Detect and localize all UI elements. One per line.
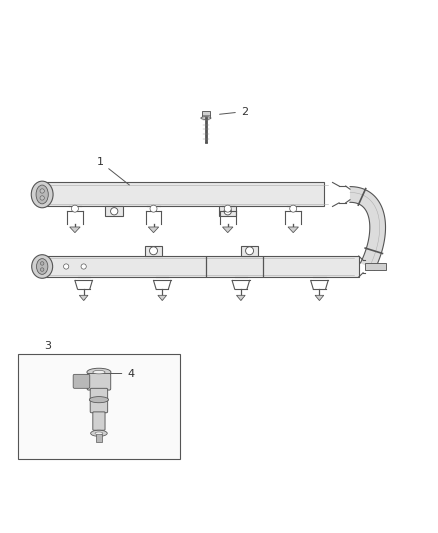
Ellipse shape xyxy=(89,397,109,403)
Ellipse shape xyxy=(93,370,105,374)
Polygon shape xyxy=(315,295,324,301)
FancyBboxPatch shape xyxy=(90,389,108,413)
Circle shape xyxy=(71,205,78,212)
Circle shape xyxy=(81,264,86,269)
Ellipse shape xyxy=(36,259,48,274)
Ellipse shape xyxy=(201,117,211,119)
Circle shape xyxy=(150,205,157,212)
FancyBboxPatch shape xyxy=(365,263,386,270)
Text: 1: 1 xyxy=(97,157,130,185)
Polygon shape xyxy=(70,227,80,233)
Circle shape xyxy=(64,264,69,269)
FancyBboxPatch shape xyxy=(219,206,237,216)
Polygon shape xyxy=(237,295,245,301)
Circle shape xyxy=(40,268,44,271)
Text: 2: 2 xyxy=(219,107,248,117)
FancyBboxPatch shape xyxy=(106,206,123,216)
Ellipse shape xyxy=(95,432,103,434)
FancyBboxPatch shape xyxy=(18,354,180,458)
Circle shape xyxy=(149,247,158,255)
FancyBboxPatch shape xyxy=(241,246,258,256)
FancyBboxPatch shape xyxy=(96,434,102,442)
FancyBboxPatch shape xyxy=(201,111,210,118)
Ellipse shape xyxy=(31,181,53,208)
Polygon shape xyxy=(350,187,385,270)
Polygon shape xyxy=(79,295,88,301)
Polygon shape xyxy=(158,295,166,301)
FancyBboxPatch shape xyxy=(42,182,324,206)
FancyBboxPatch shape xyxy=(93,412,105,430)
Circle shape xyxy=(40,262,44,265)
FancyBboxPatch shape xyxy=(145,246,162,256)
Circle shape xyxy=(110,208,118,215)
Ellipse shape xyxy=(32,255,53,278)
Polygon shape xyxy=(288,227,298,233)
Circle shape xyxy=(40,189,44,193)
Ellipse shape xyxy=(36,185,48,204)
Text: 4: 4 xyxy=(108,368,134,378)
Circle shape xyxy=(224,205,231,212)
Polygon shape xyxy=(223,227,233,233)
Circle shape xyxy=(290,205,297,212)
FancyBboxPatch shape xyxy=(42,256,359,277)
Circle shape xyxy=(40,196,44,200)
Ellipse shape xyxy=(87,368,111,376)
Circle shape xyxy=(224,208,231,215)
Text: 3: 3 xyxy=(44,342,51,351)
Circle shape xyxy=(246,247,254,255)
FancyBboxPatch shape xyxy=(87,374,111,390)
Ellipse shape xyxy=(91,430,107,437)
FancyBboxPatch shape xyxy=(73,374,90,389)
Polygon shape xyxy=(148,227,159,233)
